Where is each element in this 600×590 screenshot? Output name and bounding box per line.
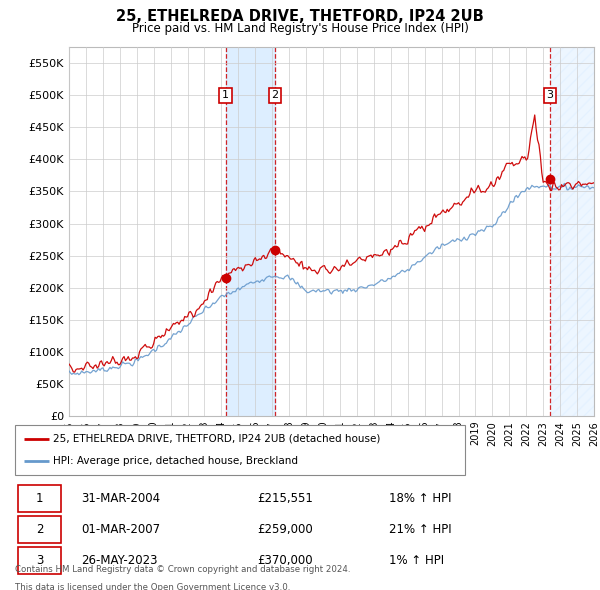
Text: 1% ↑ HPI: 1% ↑ HPI [389,554,445,567]
Text: This data is licensed under the Open Government Licence v3.0.: This data is licensed under the Open Gov… [15,583,290,590]
FancyBboxPatch shape [15,425,465,475]
FancyBboxPatch shape [18,516,61,543]
Text: 31-MAR-2004: 31-MAR-2004 [81,492,160,505]
Text: Contains HM Land Registry data © Crown copyright and database right 2024.: Contains HM Land Registry data © Crown c… [15,565,350,574]
Text: 2: 2 [36,523,43,536]
Text: 21% ↑ HPI: 21% ↑ HPI [389,523,452,536]
Text: £215,551: £215,551 [257,492,313,505]
Text: Price paid vs. HM Land Registry's House Price Index (HPI): Price paid vs. HM Land Registry's House … [131,22,469,35]
Text: 18% ↑ HPI: 18% ↑ HPI [389,492,452,505]
Text: 3: 3 [547,90,553,100]
Bar [550,47,594,416]
Text: 1: 1 [36,492,43,505]
Text: 25, ETHELREDA DRIVE, THETFORD, IP24 2UB (detached house): 25, ETHELREDA DRIVE, THETFORD, IP24 2UB … [53,434,380,444]
FancyBboxPatch shape [18,485,61,512]
Text: £370,000: £370,000 [257,554,313,567]
Bar [226,47,275,416]
FancyBboxPatch shape [18,547,61,574]
Text: 25, ETHELREDA DRIVE, THETFORD, IP24 2UB: 25, ETHELREDA DRIVE, THETFORD, IP24 2UB [116,9,484,24]
Text: 26-MAY-2023: 26-MAY-2023 [81,554,158,567]
Text: 2: 2 [272,90,278,100]
Text: HPI: Average price, detached house, Breckland: HPI: Average price, detached house, Brec… [53,456,298,466]
Text: 1: 1 [222,90,229,100]
Text: 3: 3 [36,554,43,567]
Text: 01-MAR-2007: 01-MAR-2007 [81,523,160,536]
Text: £259,000: £259,000 [257,523,313,536]
